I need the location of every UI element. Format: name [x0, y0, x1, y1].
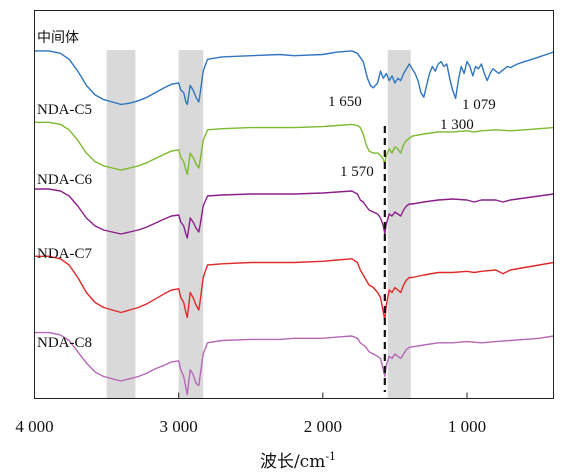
- plot-frame: [34, 10, 554, 399]
- x-tick-label-3: 2 000: [304, 417, 342, 436]
- series-line-2: [34, 121, 554, 176]
- series-label-4: NDA-C7: [37, 246, 92, 262]
- series-label-1: 中间体: [37, 30, 79, 46]
- highlight-bands: [106, 50, 411, 398]
- series-label-2: NDA-C5: [37, 102, 92, 118]
- series-line-4: [34, 255, 554, 321]
- series-label-3: NDA-C6: [37, 172, 92, 188]
- series-line-5: [34, 331, 554, 396]
- series-lines: [34, 50, 554, 396]
- peak-annotation-2: 1 079: [462, 97, 496, 113]
- highlight-band-1: [106, 50, 136, 398]
- peak-annotation-3: 1 300: [440, 117, 474, 133]
- series-line-3: [34, 188, 554, 239]
- x-tick-label-4: 1 000: [448, 417, 486, 436]
- series-line-1: [34, 50, 554, 106]
- x-tick-label-2: 3 000: [160, 417, 198, 436]
- peak-annotation-4: 1 570: [340, 164, 374, 180]
- x-axis-ticks: 4 000 3 000 2 000 1 000: [15, 392, 486, 436]
- highlight-band-3: [387, 50, 411, 398]
- x-axis-title: 波长/cm-1: [260, 450, 336, 472]
- series-labels: 中间体 NDA-C5 NDA-C6 NDA-C7 NDA-C8: [37, 30, 92, 351]
- series-label-5: NDA-C8: [37, 335, 92, 351]
- x-tick-label-1: 4 000: [15, 417, 53, 436]
- peak-annotation-1: 1 650: [328, 94, 362, 110]
- peak-annotations: 1 650 1 079 1 300 1 570: [328, 94, 496, 180]
